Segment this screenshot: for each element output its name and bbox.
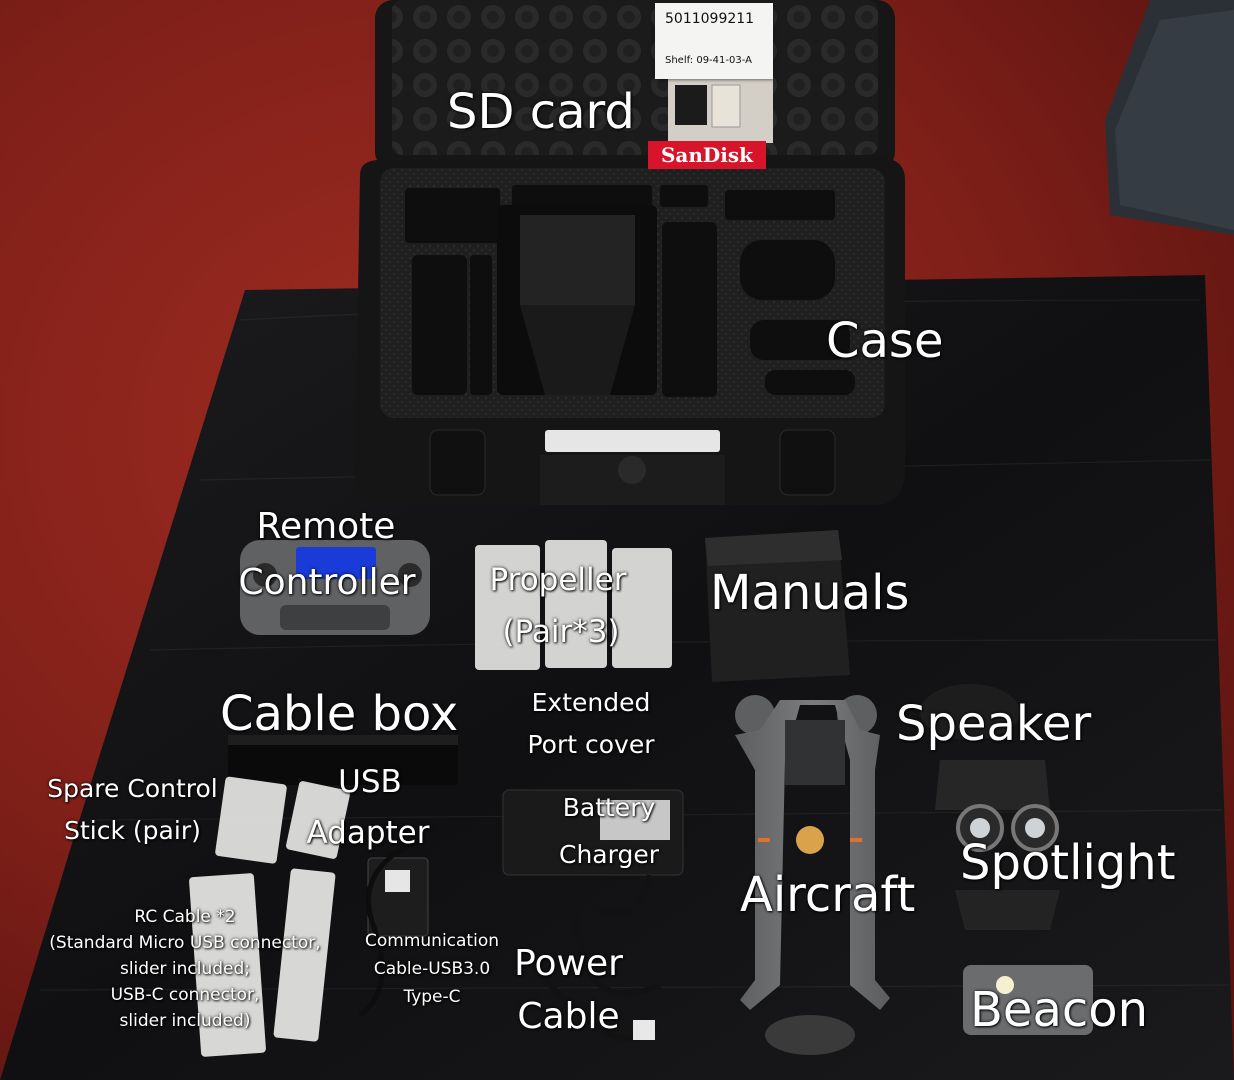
shelf-sticker: 5011099211 Shelf: 09-41-03-A xyxy=(655,3,773,79)
label-spare-stick-line2: Stick (pair) xyxy=(64,816,201,845)
label-extended-line2: Port cover xyxy=(527,730,655,759)
label-speaker: Speaker xyxy=(896,696,1092,752)
label-power-cable-line1: Power xyxy=(514,943,623,984)
label-comm-cable-line2: Cable-USB3.0 xyxy=(373,959,491,979)
cable-box xyxy=(228,735,458,785)
label-aircraft: Aircraft xyxy=(740,867,916,923)
label-usb-line1: USB xyxy=(338,764,402,800)
spare-control-sticks xyxy=(215,776,350,864)
sandisk-logo: SanDisk xyxy=(648,141,766,169)
beacon xyxy=(963,965,1093,1035)
label-remote-controller-line2: Controller xyxy=(238,562,416,603)
label-spotlight: Spotlight xyxy=(960,835,1176,891)
label-battery-line1: Battery xyxy=(562,793,656,822)
battery-charger xyxy=(502,789,684,1042)
label-rc-cable-line3: slider included; xyxy=(119,959,251,979)
label-rc-cable-line1: RC Cable *2 xyxy=(134,907,236,927)
manuals-box xyxy=(705,530,850,682)
label-usb-line2: Adapter xyxy=(306,815,430,851)
case xyxy=(355,0,905,505)
label-rc-cable-line4: USB-C connector, xyxy=(110,985,260,1005)
sticker-code: 5011099211 xyxy=(665,11,755,27)
label-propeller-line2: (Pair*3) xyxy=(502,614,620,650)
usb-adapter xyxy=(367,857,429,937)
sd-card xyxy=(668,78,773,143)
remote-controller xyxy=(240,540,430,635)
label-extended-line1: Extended xyxy=(531,688,651,717)
label-beacon: Beacon xyxy=(970,982,1149,1038)
label-rc-cable-line2: (Standard Micro USB connector, xyxy=(49,933,321,953)
label-case: Case xyxy=(826,313,944,369)
label-propeller-line1: Propeller xyxy=(489,562,627,598)
label-manuals: Manuals xyxy=(710,565,910,621)
label-comm-cable-line1: Communication xyxy=(365,931,499,951)
label-comm-cable-line3: Type-C xyxy=(403,987,461,1007)
speaker xyxy=(920,684,1050,810)
aircraft xyxy=(735,695,890,1055)
label-remote-controller-line1: Remote xyxy=(256,506,396,547)
label-cable-box: Cable box xyxy=(220,686,459,742)
rc-cables xyxy=(189,868,336,1057)
communication-cable xyxy=(358,837,421,1018)
label-rc-cable-line5: slider included) xyxy=(119,1011,251,1031)
sticker-shelf: Shelf: 09-41-03-A xyxy=(665,55,752,66)
label-spare-stick-line1: Spare Control xyxy=(47,774,218,803)
label-battery-line2: Charger xyxy=(559,840,659,869)
label-sd-card: SD card xyxy=(447,84,635,140)
propeller-bags xyxy=(475,540,672,670)
label-power-cable-line2: Cable xyxy=(517,996,620,1037)
spotlight xyxy=(955,804,1060,930)
